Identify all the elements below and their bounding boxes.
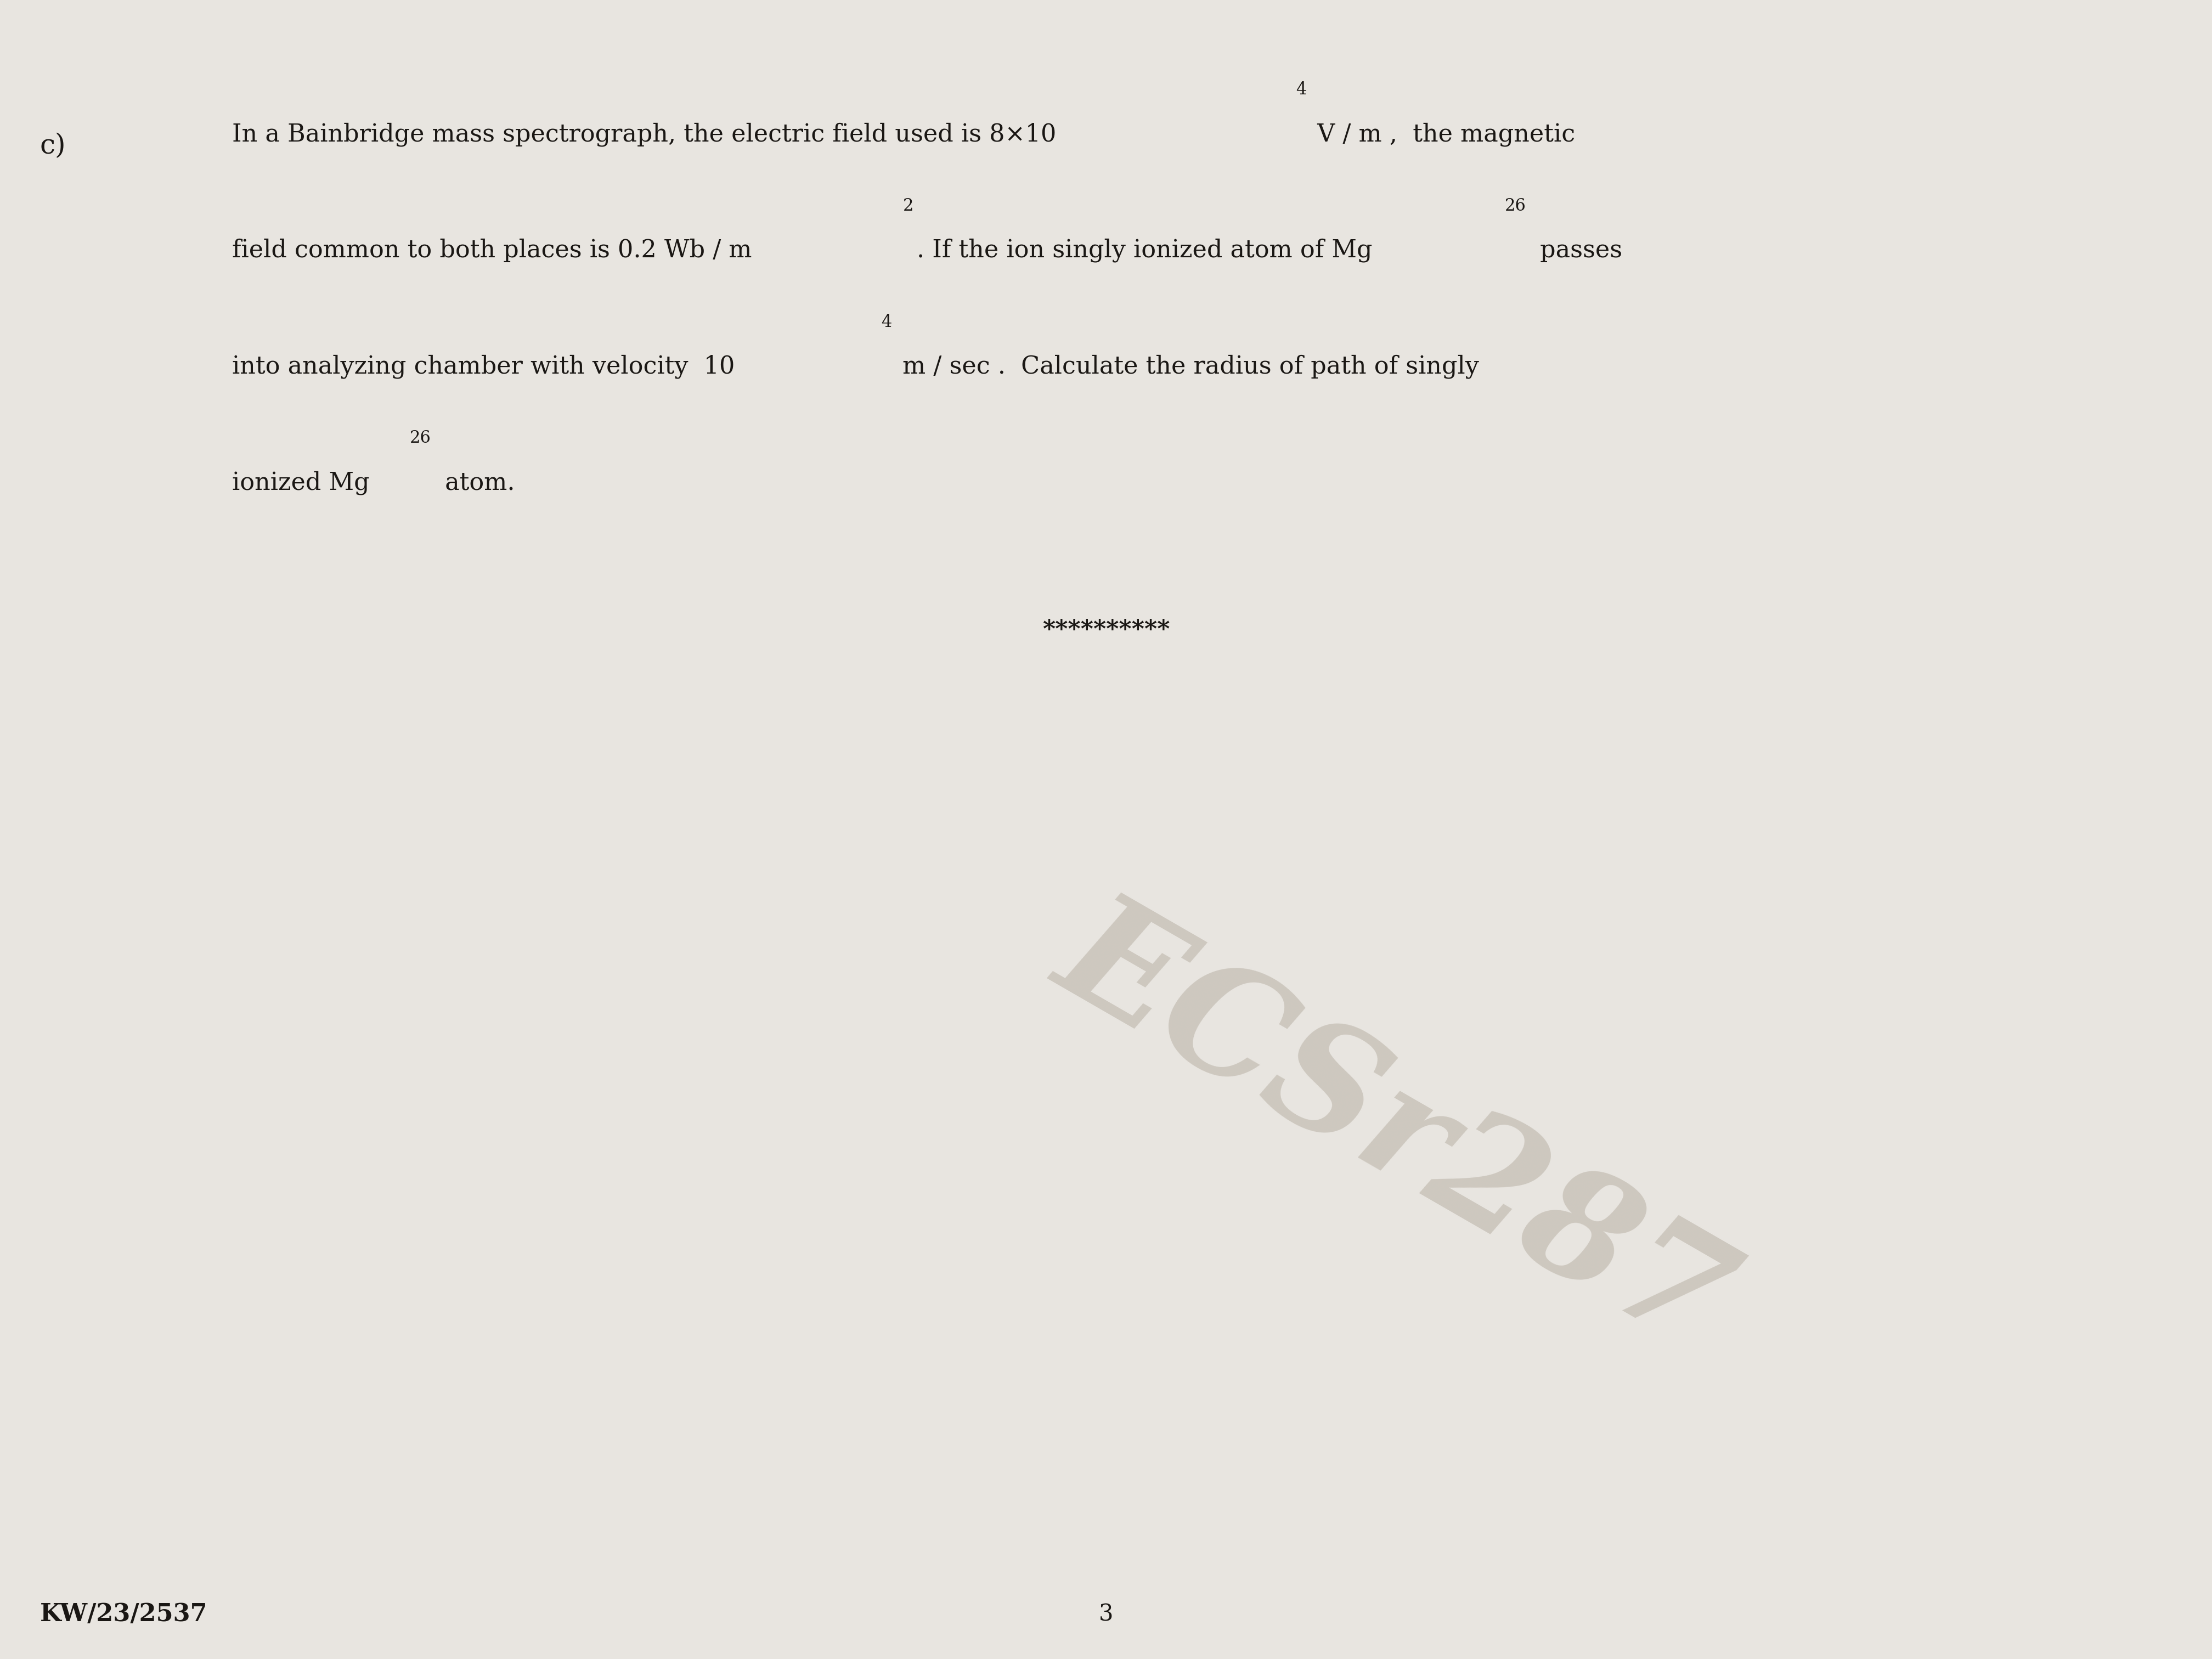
Text: ionized Mg: ionized Mg	[232, 471, 369, 494]
Text: field common to both places is 0.2 Wb / m: field common to both places is 0.2 Wb / …	[232, 239, 752, 262]
Text: V / m ,  the magnetic: V / m , the magnetic	[1310, 123, 1575, 146]
Text: into analyzing chamber with velocity  10: into analyzing chamber with velocity 10	[232, 355, 734, 378]
Text: 4: 4	[880, 314, 891, 330]
Text: **********: **********	[1042, 619, 1170, 642]
Text: 2: 2	[902, 197, 914, 214]
Text: m / sec .  Calculate the radius of path of singly: m / sec . Calculate the radius of path o…	[894, 355, 1480, 378]
Text: atom.: atom.	[438, 471, 515, 494]
Text: 3: 3	[1099, 1603, 1113, 1626]
Text: KW/23/2537: KW/23/2537	[40, 1603, 208, 1626]
Text: c): c)	[40, 133, 66, 159]
Text: 4: 4	[1296, 81, 1307, 98]
Text: . If the ion singly ionized atom of Mg: . If the ion singly ionized atom of Mg	[916, 239, 1371, 262]
Text: 26: 26	[1504, 197, 1526, 214]
Text: 26: 26	[409, 430, 431, 446]
Text: passes: passes	[1533, 239, 1621, 262]
Text: In a Bainbridge mass spectrograph, the electric field used is 8×10: In a Bainbridge mass spectrograph, the e…	[232, 123, 1057, 146]
Text: ECSr287: ECSr287	[1033, 878, 1754, 1379]
